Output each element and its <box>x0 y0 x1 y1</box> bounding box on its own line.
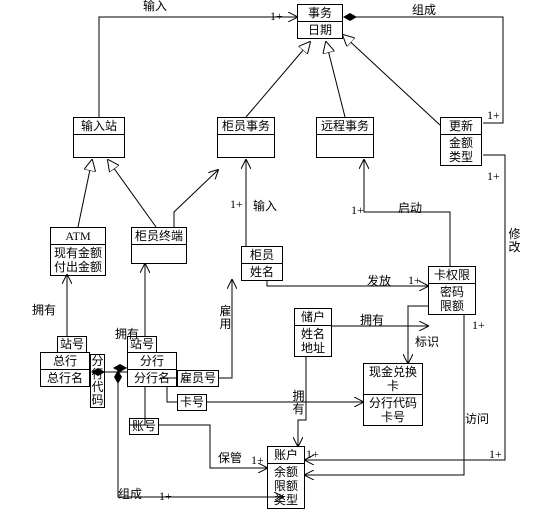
rolelabel-zhanghao: 账号 <box>129 418 159 435</box>
node-shiwu: 事务 日期 <box>297 4 343 39</box>
edgelabel: 输入 <box>143 0 167 13</box>
mult: 1+ <box>159 490 172 503</box>
node-gengxin: 更新 金额 类型 <box>440 117 482 166</box>
node-kaquanxian: 卡权限 密码 限额 <box>428 266 476 315</box>
mult: 1+ <box>489 448 502 461</box>
mult: 1+ <box>230 198 243 211</box>
node-guiyuanshiwu: 柜员事务 <box>217 117 275 158</box>
edgelabel: 修 改 <box>508 228 521 254</box>
attrs: 金额 类型 <box>441 135 481 165</box>
mult: 1+ <box>306 448 319 461</box>
title: 远程事务 <box>317 118 373 135</box>
node-guiyuanzhongduan: 柜员终端 <box>131 227 187 264</box>
mult: 1+ <box>472 319 485 332</box>
attrs: 日期 <box>298 22 342 38</box>
node-fenhang: 分行 分行名 <box>127 352 177 387</box>
attrs <box>218 135 274 157</box>
edgelabel: 输入 <box>253 200 277 213</box>
title: 输入站 <box>74 118 124 135</box>
title: 更新 <box>441 118 481 135</box>
edgelabel: 保管 <box>218 452 242 465</box>
attrs: 分行代码 卡号 <box>364 395 422 425</box>
node-zhanghu: 账户 余额 限额 类型 <box>267 446 305 509</box>
attrs: 余额 限额 类型 <box>268 464 304 508</box>
mult: 1+ <box>487 109 500 122</box>
edgelabel: 标识 <box>415 336 439 349</box>
title: 现金兑换卡 <box>364 364 422 395</box>
edgelabel: 发放 <box>367 275 391 288</box>
title: 柜员终端 <box>132 228 186 245</box>
title: 柜员 <box>242 247 282 264</box>
edgelabel: 拥有 <box>32 304 56 317</box>
edgelabel: 拥有 <box>115 328 139 341</box>
title: 账户 <box>268 447 304 464</box>
attrs: 现有金额 付出金额 <box>51 245 105 275</box>
attrs: 姓名 <box>242 264 282 280</box>
title: ATM <box>51 228 105 245</box>
attrs <box>317 135 373 157</box>
node-guiyuan: 柜员 姓名 <box>241 246 283 281</box>
mult: 1+ <box>408 274 421 287</box>
edgelabel: 拥有 <box>360 314 384 327</box>
edgelabel: 组成 <box>412 4 436 17</box>
mult: 1+ <box>351 204 364 217</box>
attrs: 总行名 <box>41 370 89 386</box>
attrs: 密码 限额 <box>429 284 475 314</box>
mult: 1+ <box>487 170 500 183</box>
attrs: 分行名 <box>128 370 176 386</box>
attrs: 姓名 地址 <box>295 326 331 356</box>
node-xjdhk: 现金兑换卡 分行代码 卡号 <box>363 363 423 426</box>
rolelabel-kahao: 卡号 <box>177 394 207 411</box>
title: 卡权限 <box>429 267 475 284</box>
rolelabel-guyuanhao: 雇员号 <box>177 370 219 387</box>
edgelabel: 组成 <box>118 488 142 501</box>
rolelabel-fenhangdaima: 分行代码 <box>90 354 105 408</box>
title: 分行 <box>128 353 176 370</box>
node-yuanchengshiwu: 远程事务 <box>316 117 374 158</box>
rolelabel-zhanhao1: 站号 <box>57 336 87 353</box>
node-zonghang: 总行 总行名 <box>40 352 90 387</box>
mult: 1+ <box>270 10 283 23</box>
title: 柜员事务 <box>218 118 274 135</box>
mult: 1+ <box>251 454 264 467</box>
node-shuruzhan: 输入站 <box>73 117 125 158</box>
attrs <box>132 245 186 263</box>
edgelabel: 访问 <box>465 413 489 426</box>
edgelabel: 启动 <box>398 202 422 215</box>
node-atm: ATM 现有金额 付出金额 <box>50 227 106 276</box>
attrs <box>74 135 124 157</box>
edgelabel: 雇 用 <box>219 305 232 331</box>
edgelabel: 拥 有 <box>292 390 305 416</box>
title: 储户 <box>295 309 331 326</box>
title: 总行 <box>41 353 89 370</box>
node-chuhu: 储户 姓名 地址 <box>294 308 332 357</box>
title: 事务 <box>298 5 342 22</box>
